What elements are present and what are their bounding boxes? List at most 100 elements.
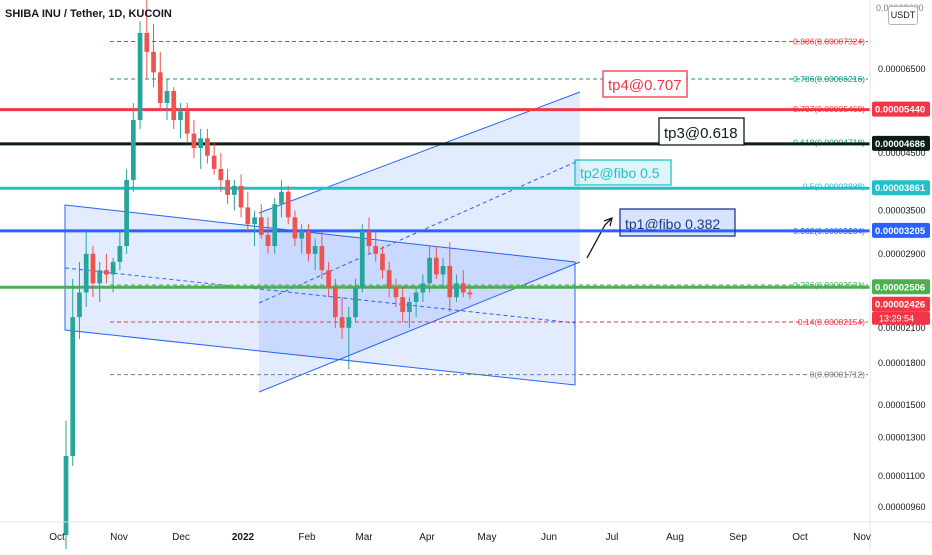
- annotation-box: [574, 159, 672, 186]
- candle-body: [386, 270, 392, 288]
- candle-body: [63, 456, 69, 536]
- candle-body: [211, 155, 217, 169]
- candle-body: [393, 287, 399, 298]
- descending-channel-mid: [64, 267, 576, 324]
- price-label-bg: [872, 101, 930, 117]
- candle-body: [460, 283, 466, 293]
- candle-body: [83, 253, 89, 293]
- target-arrow-head: [603, 216, 613, 227]
- candle-body: [252, 217, 257, 225]
- candle-body: [339, 317, 345, 328]
- candle-body: [433, 257, 439, 275]
- annotation-label: tp2@fibo 0.5: [580, 165, 660, 181]
- candle-body: [164, 91, 170, 103]
- candle-body: [205, 138, 210, 156]
- ascending-channel-top: [258, 91, 581, 214]
- countdown-bg: [872, 311, 930, 325]
- annotation-box: [602, 70, 688, 98]
- x-tick-label: Sep: [729, 532, 747, 543]
- y-tick-label: 0.00004500: [878, 148, 926, 158]
- chart-title: SHIBA INU / Tether, 1D, KUCOIN: [5, 8, 172, 20]
- candle-body: [258, 217, 264, 235]
- candle-body: [77, 292, 82, 318]
- candle-body: [346, 317, 352, 328]
- candle-body: [299, 231, 305, 239]
- fib-level-label: 0.236(0.00002531): [793, 280, 865, 290]
- annotation-label: tp1@fibo 0.382: [625, 216, 720, 232]
- x-tick-label: 2022: [232, 532, 255, 543]
- price-label: 0.00005440: [875, 105, 925, 116]
- candle-body: [117, 246, 123, 262]
- target-arrow: [586, 217, 613, 259]
- candle-body: [353, 287, 358, 318]
- candle-body: [157, 72, 163, 103]
- candle-body: [427, 257, 432, 284]
- candle-body: [171, 91, 177, 120]
- candle-body: [440, 265, 446, 275]
- price-label: 0.00003861: [875, 183, 926, 194]
- y-tick-label: 0.00001300: [878, 433, 926, 443]
- candle-body: [326, 270, 331, 288]
- y-tick-label: 0.00003500: [878, 206, 926, 216]
- candle-body: [225, 180, 230, 195]
- candle-body: [306, 231, 311, 254]
- candle-body: [373, 246, 379, 254]
- x-tick-label: Aug: [666, 532, 684, 543]
- y-tick-label: 0.00001100: [878, 471, 925, 481]
- fib-level-label: 0.618(0.00004718): [793, 137, 865, 147]
- candle-body: [238, 185, 244, 208]
- fib-level-label: 0.786(0.00006216): [793, 74, 865, 84]
- price-label: 0.00002506: [875, 282, 925, 293]
- x-tick-label: Nov: [110, 532, 128, 543]
- annotation-box: [619, 208, 736, 237]
- candle-body: [285, 191, 291, 218]
- candle-body: [454, 283, 459, 298]
- candle-body: [70, 317, 76, 457]
- countdown-label: 13:29:54: [879, 314, 914, 324]
- candle-body: [265, 234, 271, 247]
- candle-body: [447, 265, 453, 298]
- fib-level-label: 0(0.00001712): [810, 370, 865, 380]
- x-tick-label: Jul: [606, 532, 619, 543]
- price-label-bg: [872, 279, 930, 295]
- x-tick-label: Oct: [792, 532, 808, 543]
- candle-body: [400, 297, 406, 312]
- fib-level-label: 0.5(0.00003888): [803, 182, 866, 192]
- candle-body: [124, 180, 129, 247]
- candle-body: [272, 204, 278, 247]
- y-tick-label: 0.00006500: [878, 64, 926, 74]
- candle-body: [407, 302, 412, 312]
- x-tick-label: Nov: [853, 532, 871, 543]
- candle-body: [130, 119, 136, 181]
- candle-body: [359, 231, 365, 288]
- fib-level-label: 0.14(0.00002154): [798, 317, 865, 327]
- x-tick-label: Mar: [355, 532, 373, 543]
- x-tick-label: Dec: [172, 532, 190, 543]
- candle-body: [97, 270, 103, 284]
- annotation-label: tp4@0.707: [608, 77, 682, 94]
- y-tick-label: 0.00001500: [878, 400, 926, 410]
- candle-body: [231, 185, 237, 195]
- y-tick-label: 0.00001800: [878, 358, 926, 368]
- x-tick-label: Oct: [49, 532, 65, 543]
- annotation-box: [658, 117, 745, 146]
- x-tick-label: Jun: [541, 532, 557, 543]
- candle-body: [332, 287, 338, 318]
- candle-body: [420, 283, 426, 293]
- y-tick-label: 0.00000960: [878, 502, 926, 512]
- candle-body: [245, 207, 251, 225]
- candle-body: [191, 133, 197, 149]
- candle-body: [312, 246, 318, 254]
- currency-button[interactable]: USDT: [888, 6, 918, 25]
- price-label-bg: [872, 296, 930, 312]
- price-label: 0.00003205: [875, 226, 926, 237]
- price-label-bg: [872, 180, 930, 196]
- candle-body: [279, 191, 284, 205]
- candle-body: [144, 32, 150, 52]
- candle-body: [380, 253, 385, 271]
- price-label-bg: [872, 222, 930, 238]
- x-tick-label: Feb: [298, 532, 316, 543]
- ascending-channel-bottom: [258, 261, 581, 393]
